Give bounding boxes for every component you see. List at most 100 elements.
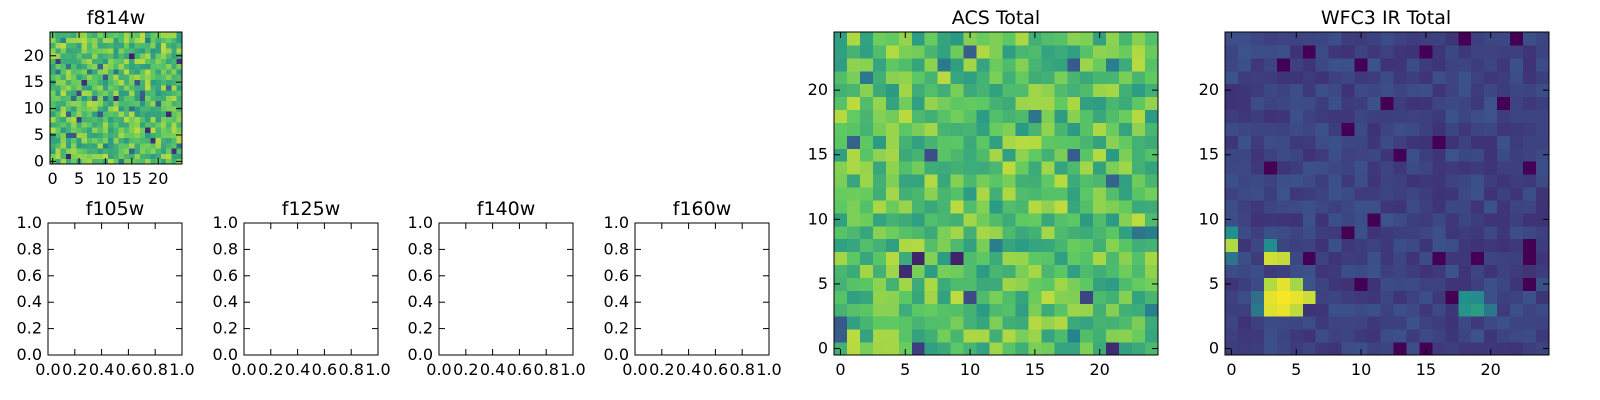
heatmap-cell — [859, 44, 874, 59]
heatmap-cell — [1523, 199, 1537, 214]
heatmap-cell — [898, 316, 913, 330]
heatmap-cell — [950, 174, 965, 188]
heatmap-cell — [113, 58, 120, 65]
heatmap-cell — [1354, 44, 1369, 59]
heatmap-cell — [1237, 264, 1252, 278]
heatmap-cell — [1380, 109, 1394, 123]
heatmap-cell — [145, 74, 151, 81]
heatmap-cell — [1341, 199, 1356, 214]
heatmap-cell — [1132, 329, 1146, 343]
heatmap-cell — [1289, 174, 1304, 188]
heatmap-cell — [1445, 161, 1459, 175]
heatmap-cell — [92, 90, 99, 96]
heatmap-cell — [1237, 70, 1252, 85]
heatmap-cell — [176, 47, 183, 54]
heatmap-cell — [1432, 199, 1446, 214]
y-tick-label: 1.0 — [17, 213, 42, 232]
heatmap-cell — [1471, 342, 1485, 356]
heatmap-cell — [108, 105, 114, 112]
heatmap-cell — [1354, 303, 1369, 317]
heatmap-cell — [92, 100, 99, 107]
heatmap-cell — [166, 100, 172, 107]
heatmap-cell — [50, 111, 56, 117]
heatmap-cell — [65, 105, 72, 112]
heatmap-cell — [1341, 44, 1356, 59]
heatmap-cell — [113, 148, 120, 154]
heatmap-cell — [898, 264, 913, 278]
heatmap-cell — [108, 68, 114, 75]
heatmap-cell — [118, 58, 125, 65]
x-tick-label: 15 — [1416, 360, 1436, 379]
heatmap-cell — [1367, 212, 1382, 227]
heatmap-cell — [1263, 122, 1278, 136]
heatmap-cell — [50, 137, 56, 144]
heatmap-cell — [1289, 187, 1304, 201]
heatmap-cell — [1276, 212, 1291, 227]
heatmap-cell — [1054, 148, 1068, 162]
heatmap-cell — [55, 90, 62, 96]
heatmap-cell — [160, 127, 167, 133]
heatmap-cell — [1380, 96, 1394, 111]
heatmap-cell — [102, 111, 109, 117]
heatmap-cell — [846, 57, 861, 72]
heatmap-cell — [1054, 264, 1068, 278]
heatmap-cell — [911, 109, 926, 123]
heatmap-cell — [1263, 83, 1278, 98]
heatmap-cell — [976, 57, 991, 72]
heatmap-cell — [834, 96, 848, 111]
heatmap-cell — [1225, 342, 1239, 356]
heatmap-cell — [1367, 225, 1382, 240]
heatmap-cell — [1289, 277, 1304, 291]
heatmap-cell — [1471, 135, 1485, 149]
heatmap-cell — [1276, 148, 1291, 162]
heatmap-cell — [81, 127, 88, 133]
heatmap-cell — [976, 316, 991, 330]
heatmap-cell — [71, 47, 77, 54]
heatmap-cell — [1315, 199, 1330, 214]
heatmap-cell — [989, 57, 1003, 72]
heatmap-cell — [1536, 212, 1550, 227]
y-tick-label: 0.6 — [604, 266, 629, 285]
heatmap-cell — [113, 132, 120, 139]
heatmap-cell — [150, 32, 157, 38]
heatmap-cell — [102, 84, 109, 91]
heatmap-cell — [834, 238, 848, 253]
heatmap-cell — [166, 132, 172, 139]
heatmap-cell — [176, 42, 183, 49]
heatmap-cell — [97, 148, 104, 154]
heatmap-cell — [55, 105, 62, 112]
heatmap-cell — [65, 79, 72, 86]
heatmap-cell — [1536, 148, 1550, 162]
heatmap-cell — [846, 83, 861, 98]
heatmap-cell — [1250, 187, 1265, 201]
heatmap-cell — [145, 158, 151, 165]
heatmap-cell — [1080, 96, 1094, 111]
heatmap-cell — [134, 53, 141, 59]
heatmap-cell — [65, 111, 72, 117]
heatmap-cell — [123, 79, 130, 86]
heatmap-cell — [81, 142, 88, 149]
heatmap-cell — [65, 142, 72, 149]
heatmap-cell — [1341, 303, 1356, 317]
heatmap-cell — [86, 127, 93, 133]
heatmap-cell — [155, 37, 162, 44]
heatmap-cell — [1354, 32, 1369, 46]
heatmap-cell — [1328, 303, 1343, 317]
heatmap-cell — [1458, 342, 1472, 356]
heatmap-cell — [118, 95, 125, 102]
heatmap-cell — [1406, 70, 1420, 85]
heatmap-cell — [118, 100, 125, 107]
heatmap-cell — [1225, 70, 1239, 85]
heatmap-cell — [1093, 212, 1107, 227]
heatmap-cell — [1106, 122, 1120, 136]
heatmap-cell — [950, 70, 965, 85]
heatmap-cell — [1067, 148, 1081, 162]
heatmap-cell — [92, 74, 99, 81]
heatmap-cell — [160, 121, 167, 128]
heatmap-cell — [911, 277, 926, 291]
heatmap-cell — [1225, 135, 1239, 149]
panel-title-f140w: f140w — [477, 198, 536, 220]
heatmap-cell — [1406, 251, 1420, 266]
heatmap-cell — [976, 342, 991, 356]
heatmap-cell — [65, 137, 72, 144]
